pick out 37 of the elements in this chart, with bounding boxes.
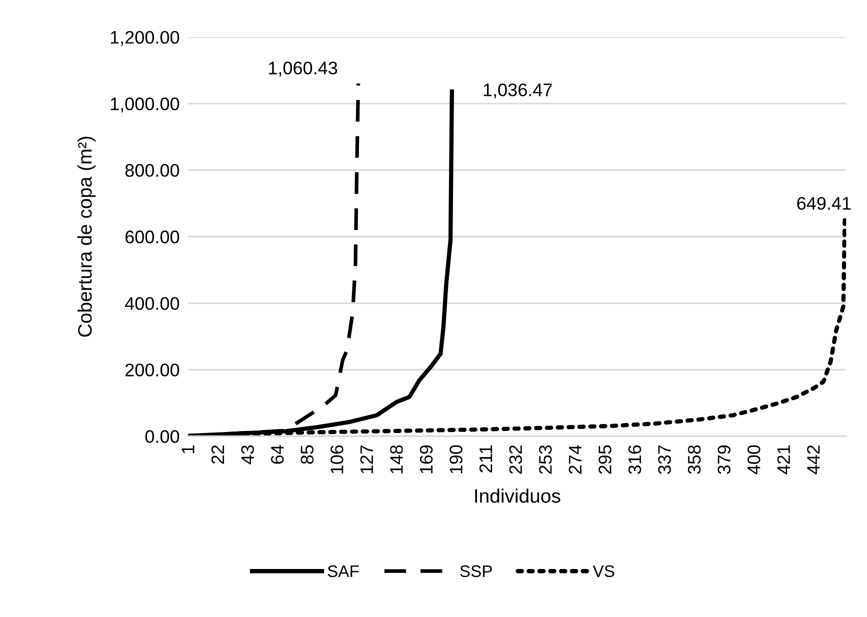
x-tick-label: 232	[509, 445, 522, 474]
x-tick-label: 64	[270, 445, 284, 464]
x-tick-label: 295	[598, 445, 612, 474]
x-tick-label: 148	[390, 445, 403, 474]
x-tick-label: 43	[241, 445, 254, 464]
x-axis-title: Individuos	[475, 488, 560, 503]
annotation: 1,060.43	[269, 62, 338, 77]
y-tick-label: 1,200.00	[110, 30, 180, 46]
x-tick-label: 106	[330, 445, 344, 474]
y-tick-label: 400.00	[125, 297, 180, 310]
legend-label: SSP	[460, 565, 492, 578]
y-tick-label: 0.00	[145, 430, 180, 443]
y-axis-title: Cobertura de copa (m²)	[78, 136, 96, 337]
annotation: 649.41	[797, 196, 851, 210]
x-tick-label: 337	[658, 445, 671, 474]
annotation: 1,036.47	[484, 83, 552, 98]
x-tick-label: 190	[450, 445, 462, 474]
x-tick-label: 1	[182, 445, 194, 454]
x-tick-label: 421	[777, 445, 790, 474]
x-tick-label: 169	[420, 445, 433, 474]
y-tick-label: 800.00	[125, 164, 180, 177]
y-tick-label: 200.00	[125, 364, 180, 376]
x-tick-label: 442	[807, 445, 820, 474]
legend-label: VS	[592, 565, 614, 578]
y-tick-label: 600.00	[126, 230, 180, 244]
x-tick-label: 22	[211, 445, 224, 464]
x-tick-label: 127	[360, 445, 373, 474]
x-tick-label: 211	[479, 445, 492, 472]
x-tick-label: 85	[300, 445, 314, 464]
x-tick-label: 400	[747, 445, 760, 474]
x-tick-label: 274	[568, 445, 582, 474]
x-tick-label: 358	[688, 445, 701, 474]
x-tick-label: 316	[628, 445, 642, 474]
x-tick-label: 379	[718, 445, 730, 474]
y-tick-label: 1,000.00	[110, 97, 180, 112]
legend-label: SAF	[328, 565, 359, 578]
x-tick-label: 253	[539, 445, 552, 474]
